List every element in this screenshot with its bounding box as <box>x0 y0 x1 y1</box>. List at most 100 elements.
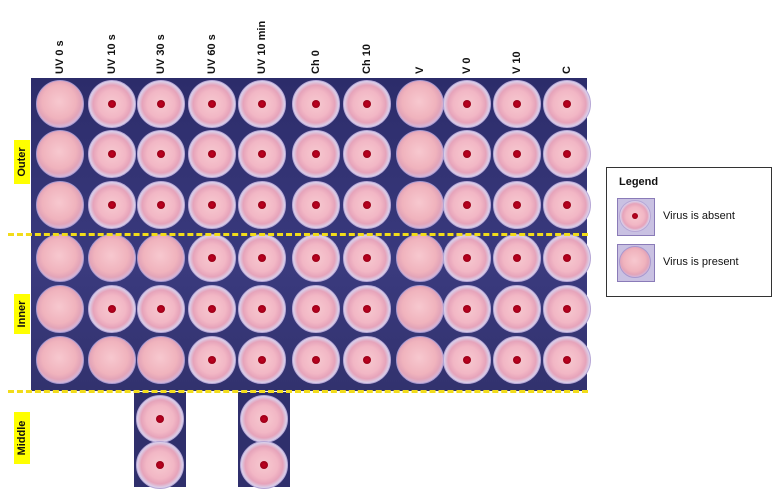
well-virus-absent <box>88 285 136 333</box>
red-dot <box>108 150 116 158</box>
well-virus-absent <box>292 80 340 128</box>
well-virus-absent <box>88 181 136 229</box>
well-virus-absent <box>137 181 185 229</box>
column-label: V <box>410 4 430 74</box>
well-virus-absent <box>493 285 541 333</box>
red-dot <box>258 150 266 158</box>
red-dot <box>208 356 216 364</box>
column-label: UV 30 s <box>151 4 171 74</box>
column-label-text: UV 30 s <box>155 34 167 74</box>
well-virus-absent <box>88 130 136 178</box>
column-label-text: UV 60 s <box>206 34 218 74</box>
column-label-text: V 0 <box>461 57 473 74</box>
column-label-text: UV 0 s <box>54 40 66 74</box>
red-dot <box>108 305 116 313</box>
column-label-text: Ch 0 <box>310 50 322 74</box>
well-virus-absent <box>443 130 491 178</box>
well-virus-present <box>137 234 185 282</box>
legend-label-present: Virus is present <box>663 256 739 268</box>
well-virus-present <box>88 336 136 384</box>
well-virus-present <box>36 80 84 128</box>
red-dot <box>258 356 266 364</box>
red-dot <box>260 415 268 423</box>
column-label-text: V <box>414 66 426 74</box>
red-dot <box>563 356 571 364</box>
well-virus-absent <box>543 336 591 384</box>
well-virus-absent <box>137 285 185 333</box>
well-virus-absent <box>443 336 491 384</box>
well-virus-absent <box>343 336 391 384</box>
red-dot <box>108 201 116 209</box>
legend-well-absent <box>619 200 651 232</box>
column-label: UV 0 s <box>50 4 70 74</box>
red-dot <box>312 356 320 364</box>
well-virus-absent <box>188 80 236 128</box>
column-label-text: C <box>561 66 573 74</box>
legend-title: Legend <box>619 176 659 188</box>
red-dot <box>363 305 371 313</box>
well-virus-present <box>396 285 444 333</box>
well-virus-absent <box>136 441 184 489</box>
red-dot <box>312 201 320 209</box>
red-dot <box>463 356 471 364</box>
red-dot <box>208 305 216 313</box>
well-virus-absent <box>188 336 236 384</box>
well-virus-absent <box>188 285 236 333</box>
column-label-text: UV 10 min <box>256 20 268 74</box>
well-virus-present <box>36 285 84 333</box>
well-virus-present <box>396 181 444 229</box>
column-label: V 10 <box>507 4 527 74</box>
column-label: Ch 10 <box>357 4 377 74</box>
red-dot <box>463 201 471 209</box>
red-dot <box>312 254 320 262</box>
well-virus-present <box>137 336 185 384</box>
well-virus-absent <box>238 181 286 229</box>
well-virus-absent <box>443 80 491 128</box>
well-virus-present <box>396 336 444 384</box>
well-virus-absent <box>493 181 541 229</box>
well-virus-absent <box>238 285 286 333</box>
red-dot <box>363 150 371 158</box>
red-dot <box>563 201 571 209</box>
column-label: C <box>557 4 577 74</box>
red-dot <box>312 100 320 108</box>
well-virus-present <box>36 130 84 178</box>
well-virus-absent <box>443 285 491 333</box>
red-dot <box>157 305 165 313</box>
well-virus-absent <box>238 234 286 282</box>
well-virus-absent <box>443 181 491 229</box>
well-virus-present <box>88 234 136 282</box>
red-dot <box>513 254 521 262</box>
middle-strip-uv-10min <box>238 392 290 489</box>
well-virus-absent <box>238 80 286 128</box>
red-dot <box>513 305 521 313</box>
red-dot <box>258 201 266 209</box>
well-virus-absent <box>343 234 391 282</box>
middle-strip-uv-30s <box>134 392 186 489</box>
red-dot <box>208 150 216 158</box>
section-label-outer: Outer <box>14 140 30 184</box>
well-virus-absent <box>543 285 591 333</box>
red-dot <box>258 254 266 262</box>
well-virus-absent <box>240 441 288 489</box>
well-virus-absent <box>493 336 541 384</box>
well-virus-absent <box>343 130 391 178</box>
column-label: UV 10 s <box>102 4 122 74</box>
well-virus-absent <box>292 336 340 384</box>
well-virus-present <box>36 181 84 229</box>
well-virus-absent <box>343 181 391 229</box>
column-label: UV 60 s <box>202 4 222 74</box>
well-virus-present <box>396 130 444 178</box>
red-dot <box>463 305 471 313</box>
red-dot <box>108 100 116 108</box>
well-virus-absent <box>137 130 185 178</box>
well-virus-absent <box>543 234 591 282</box>
red-dot <box>208 201 216 209</box>
well-plate <box>31 78 591 391</box>
well-virus-absent <box>188 181 236 229</box>
red-dot <box>563 100 571 108</box>
well-virus-absent <box>240 395 288 443</box>
well-virus-absent <box>238 336 286 384</box>
red-dot <box>156 415 164 423</box>
red-dot <box>563 150 571 158</box>
